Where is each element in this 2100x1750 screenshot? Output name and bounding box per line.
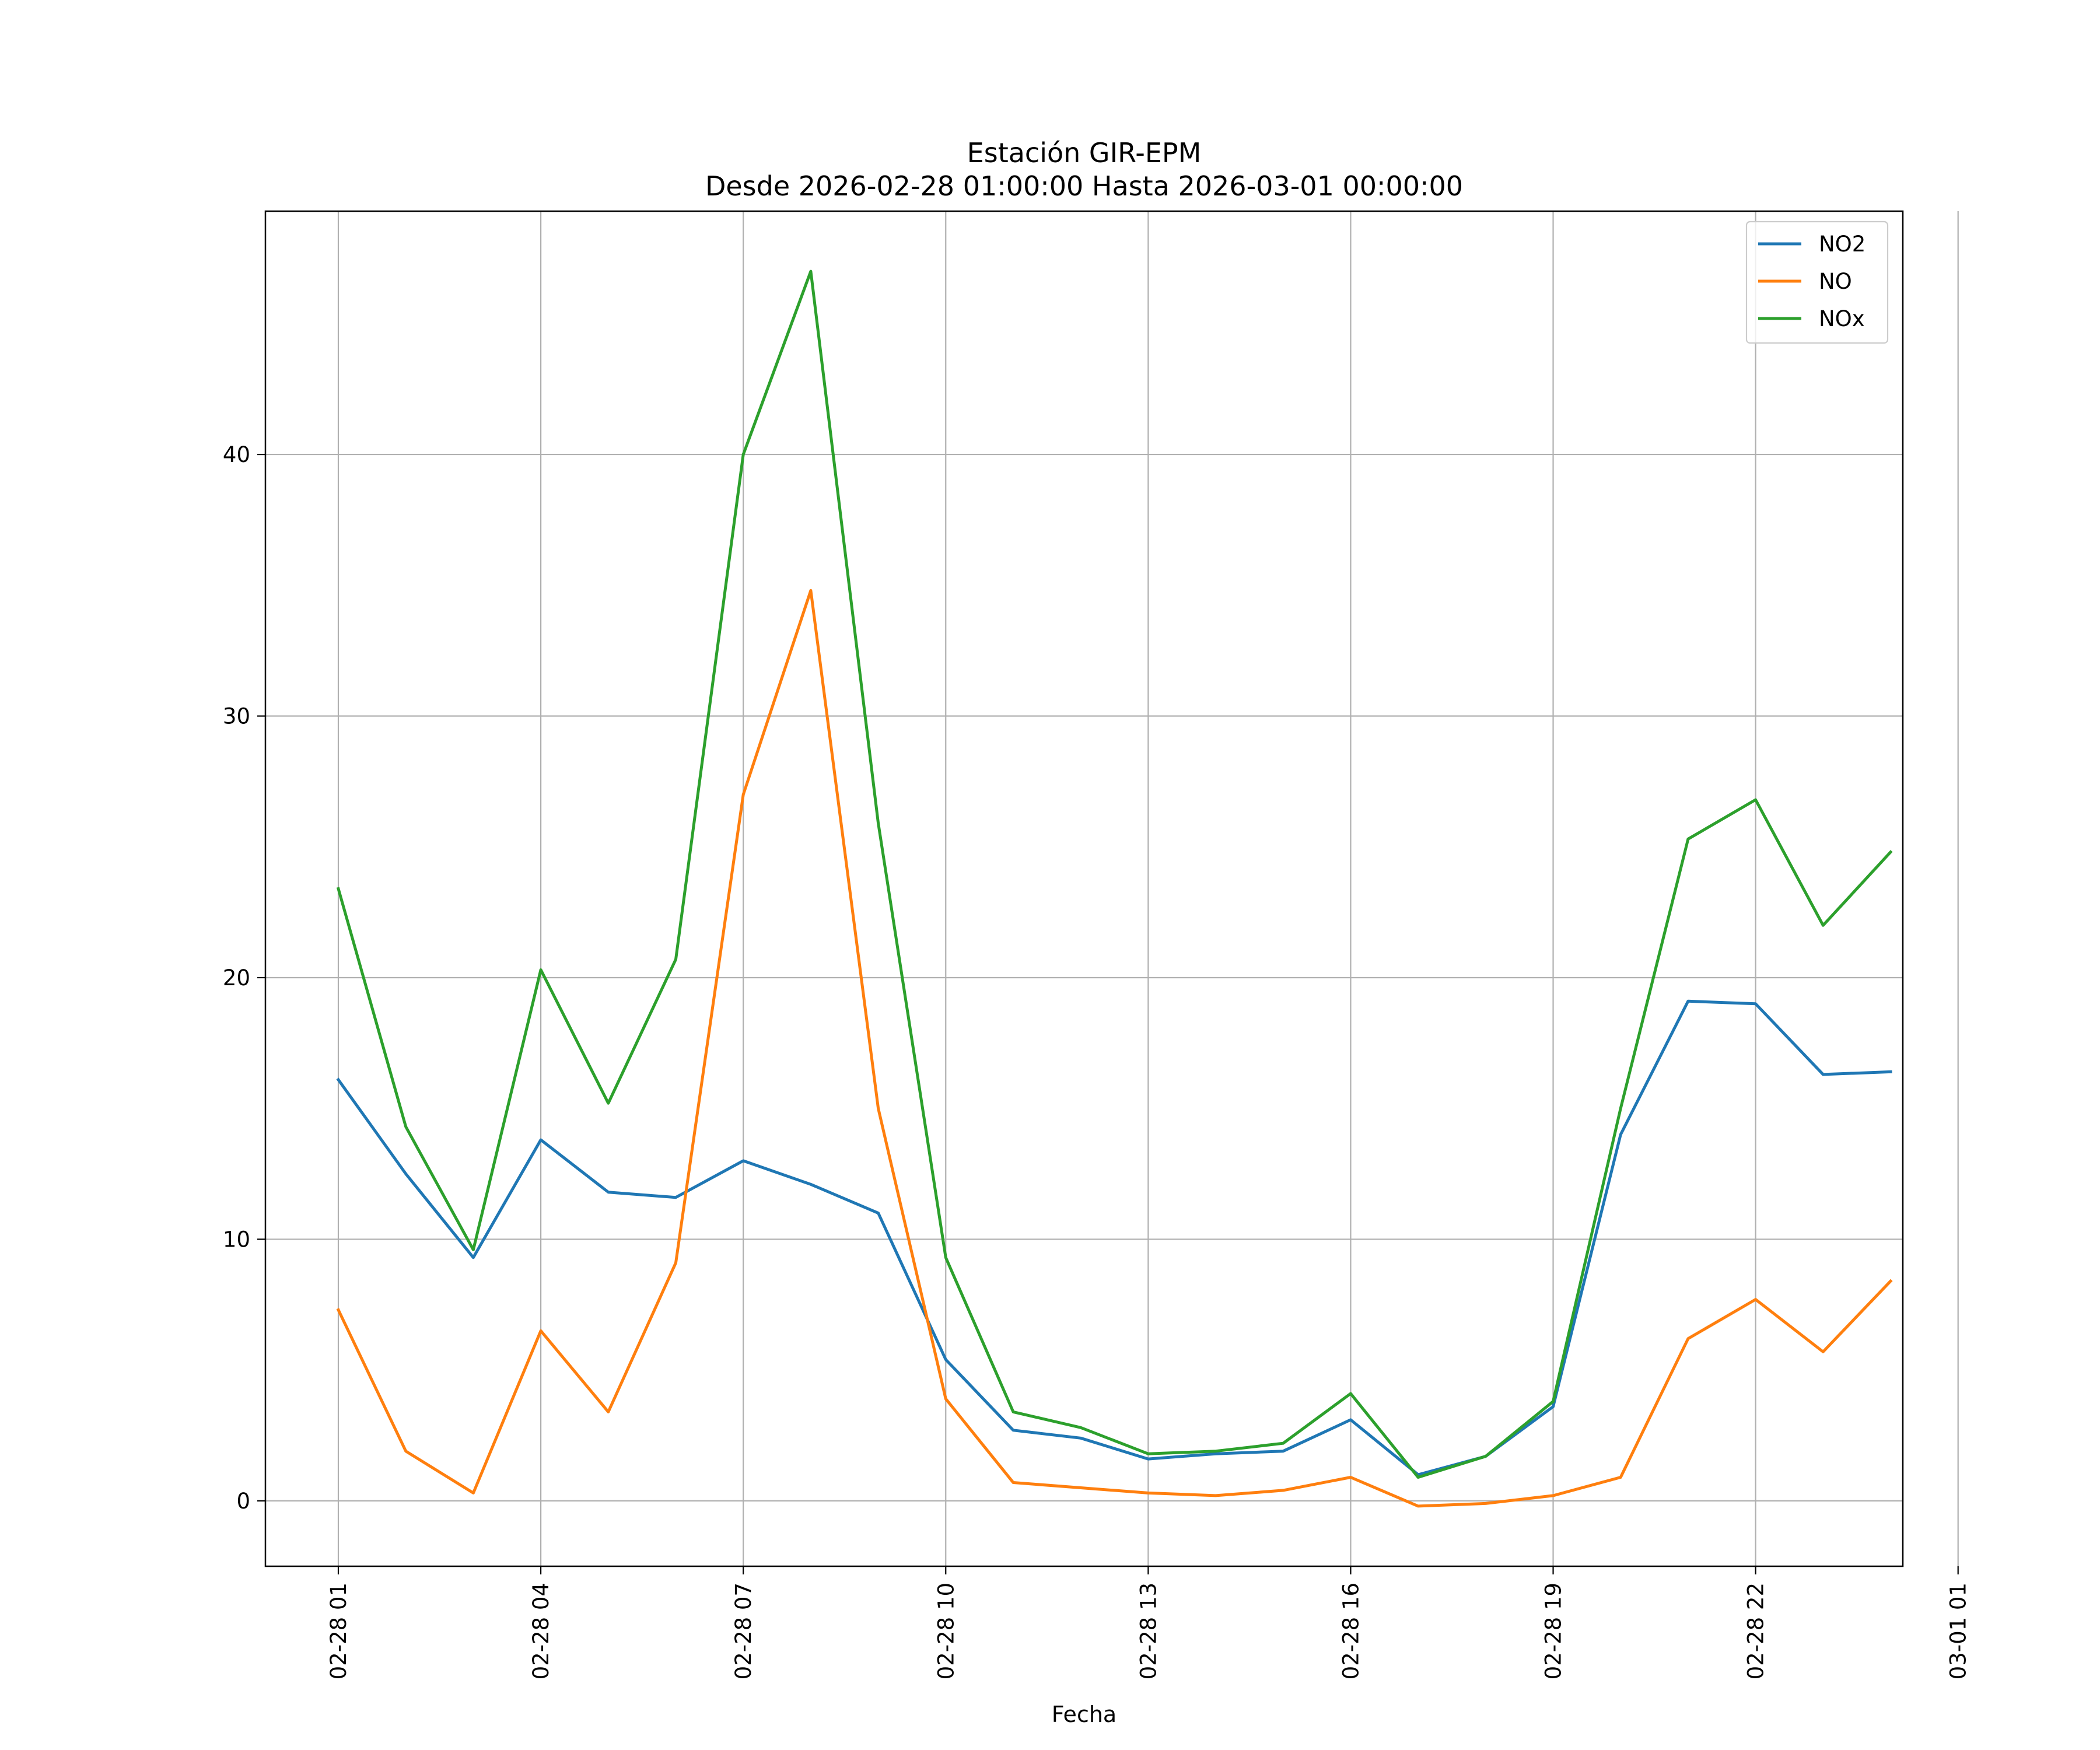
- ticks: 02-28 01 02-28 04 02-28 07 02-28 10 02-28 13…: [223, 442, 1971, 1679]
- series-line-no: [336, 589, 1893, 1508]
- chart-subtitle: Desde 2026-02-28 01:00:00 Hasta 2026-03-…: [705, 170, 1463, 202]
- y-tick-label: 30: [223, 704, 250, 729]
- chart-title: Estación GIR-EPM: [967, 137, 1202, 169]
- series-line-nox: [336, 270, 1893, 1479]
- y-tick-label: 20: [223, 965, 250, 991]
- x-tick-label: 02-28 07: [731, 1583, 756, 1679]
- grid: [265, 211, 1959, 1566]
- series-layer: [336, 270, 1893, 1508]
- x-tick-label: 02-28 16: [1338, 1583, 1363, 1679]
- x-tick-label: 03-01 01: [1946, 1583, 1971, 1679]
- y-tick-label: 10: [223, 1227, 250, 1252]
- legend-label-no2: NO2: [1819, 232, 1866, 257]
- legend: NO2 NO NOx: [1745, 220, 1889, 344]
- plot-frame: [264, 210, 1904, 1567]
- x-tick-label: 02-28 10: [933, 1583, 958, 1679]
- x-tick-label: 02-28 19: [1541, 1583, 1566, 1679]
- legend-label-no: NO: [1819, 269, 1852, 294]
- legend-box: [1745, 220, 1889, 344]
- legend-label-nox: NOx: [1819, 306, 1865, 331]
- x-tick-label: 02-28 01: [326, 1583, 351, 1679]
- x-tick-label: 02-28 04: [528, 1583, 554, 1679]
- series-line-no2: [336, 999, 1892, 1476]
- y-tick-label: 0: [236, 1489, 250, 1514]
- x-tick-label: 02-28 22: [1744, 1583, 1769, 1679]
- x-axis-label: Fecha: [1052, 1702, 1116, 1727]
- y-tick-label: 40: [223, 442, 250, 467]
- x-tick-label: 02-28 13: [1136, 1583, 1161, 1679]
